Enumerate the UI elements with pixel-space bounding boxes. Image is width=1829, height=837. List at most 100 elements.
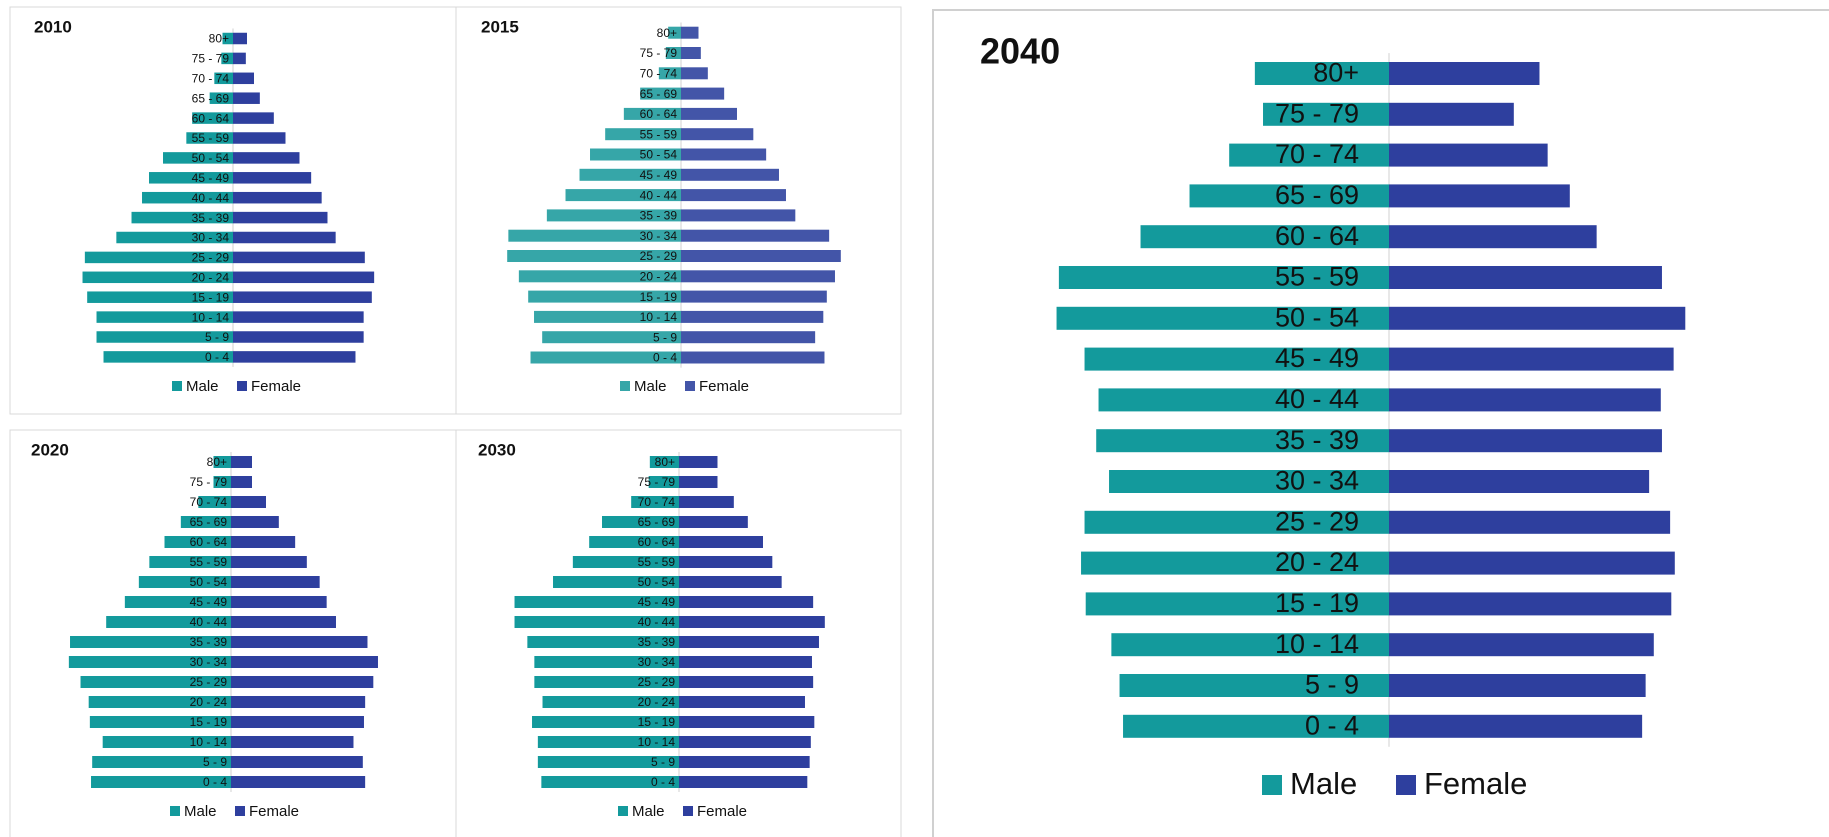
bar bbox=[213, 456, 231, 468]
bar bbox=[1389, 551, 1675, 575]
category-label: 45 - 49 bbox=[640, 168, 678, 182]
category-label: 50 - 54 bbox=[640, 148, 678, 162]
bar bbox=[231, 496, 266, 508]
bar bbox=[233, 211, 328, 224]
category-label: 55 - 59 bbox=[640, 127, 678, 141]
category-label: 80+ bbox=[207, 455, 227, 469]
bar bbox=[658, 67, 681, 80]
category-label: 55 - 59 bbox=[1275, 262, 1359, 292]
chart-title: 2030 bbox=[478, 440, 516, 459]
category-label: 65 - 69 bbox=[192, 91, 230, 105]
bar bbox=[590, 148, 681, 161]
bar bbox=[1389, 429, 1662, 453]
bar bbox=[233, 92, 260, 104]
bar bbox=[681, 67, 708, 80]
category-label: 45 - 49 bbox=[192, 171, 230, 185]
panel-2020 bbox=[9, 429, 457, 837]
bar bbox=[1389, 143, 1548, 167]
category-label: 25 - 29 bbox=[640, 249, 678, 263]
category-label: 35 - 39 bbox=[192, 211, 230, 225]
category-label: 30 - 34 bbox=[192, 231, 230, 245]
bar bbox=[80, 676, 231, 688]
bar bbox=[1389, 633, 1654, 657]
bar bbox=[106, 616, 231, 628]
bar bbox=[1096, 429, 1389, 453]
bar bbox=[231, 476, 252, 488]
bar bbox=[1389, 388, 1661, 412]
category-label: 10 - 14 bbox=[640, 310, 678, 324]
bar bbox=[233, 152, 300, 164]
bar bbox=[1119, 674, 1389, 697]
bar bbox=[605, 128, 681, 141]
bar bbox=[186, 132, 233, 144]
bar bbox=[546, 209, 681, 222]
bar bbox=[233, 271, 375, 284]
category-label: 40 - 44 bbox=[192, 191, 230, 205]
bar bbox=[1389, 347, 1674, 371]
bar bbox=[534, 656, 679, 668]
bar bbox=[679, 536, 763, 548]
bar bbox=[542, 696, 679, 708]
category-label: 5 - 9 bbox=[653, 330, 677, 344]
category-label: 35 - 39 bbox=[1275, 425, 1359, 455]
legend-label: Male bbox=[186, 378, 219, 395]
legend-swatch bbox=[237, 381, 247, 391]
bar bbox=[233, 72, 254, 85]
category-label: 70 - 74 bbox=[640, 66, 678, 80]
bar bbox=[681, 310, 824, 323]
bar bbox=[537, 756, 679, 768]
bar bbox=[1056, 306, 1389, 330]
category-label: 55 - 59 bbox=[638, 555, 676, 569]
bar bbox=[102, 736, 231, 748]
category-label: 55 - 59 bbox=[192, 131, 230, 145]
bar bbox=[1084, 347, 1389, 371]
bar bbox=[553, 576, 679, 588]
category-label: 50 - 54 bbox=[192, 151, 230, 165]
bar bbox=[681, 331, 816, 344]
bar bbox=[233, 351, 356, 363]
category-label: 60 - 64 bbox=[190, 535, 228, 549]
bar bbox=[679, 676, 814, 688]
category-label: 50 - 54 bbox=[638, 575, 676, 589]
bar bbox=[681, 250, 841, 262]
bar bbox=[679, 616, 825, 628]
category-label: 0 - 4 bbox=[1305, 710, 1359, 740]
bar bbox=[681, 351, 825, 364]
bar bbox=[528, 290, 681, 303]
bar bbox=[534, 676, 679, 688]
bar bbox=[209, 92, 233, 104]
bar bbox=[679, 756, 810, 768]
bar bbox=[534, 310, 681, 323]
bar bbox=[679, 776, 808, 788]
bar bbox=[681, 290, 827, 303]
bar bbox=[631, 496, 679, 508]
bar bbox=[1389, 470, 1650, 493]
category-label: 0 - 4 bbox=[203, 775, 227, 789]
bar bbox=[164, 536, 231, 548]
category-label: 60 - 64 bbox=[640, 107, 678, 121]
category-label: 0 - 4 bbox=[205, 350, 229, 364]
bar bbox=[1389, 306, 1686, 330]
bar bbox=[1389, 510, 1671, 534]
bar bbox=[679, 556, 773, 568]
bar bbox=[530, 351, 681, 364]
bar bbox=[87, 291, 233, 303]
bar bbox=[1263, 102, 1389, 126]
category-label: 15 - 19 bbox=[192, 290, 230, 304]
bar bbox=[198, 496, 231, 508]
bar bbox=[213, 476, 231, 488]
bar bbox=[131, 211, 233, 224]
bar bbox=[1389, 62, 1540, 85]
category-label: 40 - 44 bbox=[1275, 384, 1359, 414]
bar bbox=[231, 516, 279, 528]
category-label: 15 - 19 bbox=[1275, 588, 1359, 618]
bar bbox=[679, 476, 718, 488]
bar bbox=[231, 536, 296, 548]
bar bbox=[231, 776, 366, 788]
bar bbox=[1389, 102, 1514, 126]
category-label: 20 - 24 bbox=[190, 695, 228, 709]
category-label: 5 - 9 bbox=[205, 330, 229, 344]
bar bbox=[68, 656, 231, 668]
bar bbox=[233, 132, 286, 144]
legend-swatch bbox=[1396, 775, 1416, 795]
